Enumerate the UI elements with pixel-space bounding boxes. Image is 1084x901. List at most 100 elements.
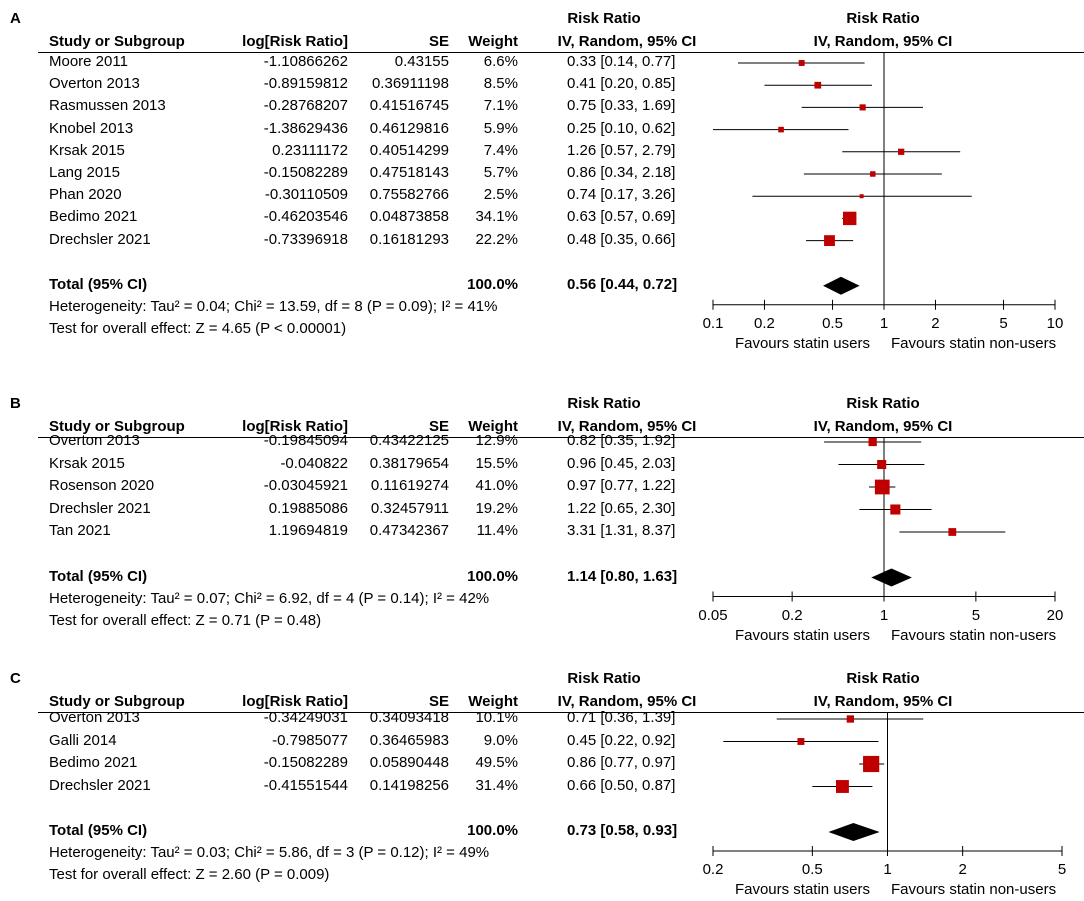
study-logrr: -0.46203546 [263, 208, 348, 226]
panel-c: C Risk Ratio Risk Ratio Study or Subgroup lo… [0, 660, 1084, 898]
x-tick-label: 0.2 [702, 861, 724, 878]
study-marker [877, 459, 887, 470]
study-rr-ci: 0.33 [0.14, 0.77] [567, 53, 676, 70]
study-rr-ci: 0.97 [0.77, 1.22] [567, 477, 676, 494]
overall-effect-text: Test for overall effect: Z = 0.71 (P = 0… [49, 611, 322, 629]
study-logrr: -0.30110509 [264, 186, 348, 204]
rr-method: IV, Random, 95% CI [557, 33, 697, 50]
total-label: Total (95% CI) [49, 822, 148, 839]
header-weight: Weight [468, 33, 518, 50]
study-logrr: 1.19694819 [268, 522, 348, 539]
study-marker [868, 437, 877, 447]
study-weight: 5.7% [483, 164, 518, 181]
study-logrr: -0.19845094 [263, 432, 348, 449]
study-name: Bedimo 2021 [49, 208, 138, 226]
study-weight: 49.5% [475, 754, 518, 771]
favours-right-label: Favours statin non-users [891, 626, 1057, 644]
header-logrr: log[Risk Ratio] [242, 33, 348, 50]
study-logrr: 0.19885086 [268, 499, 348, 517]
rr-method: IV, Random, 95% CI [557, 693, 697, 710]
total-rr-ci: 1.14 [0.80, 1.63] [567, 567, 678, 585]
plot-method: IV, Random, 95% CI [813, 418, 953, 435]
x-tick-label: 1 [879, 314, 889, 332]
header-study: Study or Subgroup [49, 418, 185, 435]
study-weight: 9.0% [483, 731, 518, 749]
study-rr-ci: 0.63 [0.57, 0.69] [567, 208, 676, 226]
study-name: Bedimo 2021 [49, 754, 138, 771]
x-tick-label: 0.05 [698, 606, 728, 624]
plot-title: Risk Ratio [846, 10, 920, 27]
study-rr-ci: 0.75 [0.33, 1.69] [567, 97, 676, 115]
study-se: 0.38179654 [369, 454, 449, 472]
header-se: SE [428, 33, 449, 50]
panel-label: A [10, 10, 21, 27]
rr-method: IV, Random, 95% CI [557, 418, 697, 435]
heterogeneity-text: Heterogeneity: Tau² = 0.03; Chi² = 5.86,… [49, 844, 490, 861]
study-marker [846, 715, 855, 723]
study-marker [859, 194, 864, 199]
plot-method: IV, Random, 95% CI [813, 33, 953, 50]
study-marker [797, 738, 805, 745]
study-se: 0.75582766 [369, 186, 449, 204]
panel-a: A Risk Ratio Risk Ratio Study or Subgroup lo… [0, 0, 1084, 385]
study-marker [948, 528, 957, 536]
x-tick-label: 10 [1046, 314, 1064, 332]
study-marker [778, 126, 784, 133]
study-marker [863, 755, 880, 773]
study-marker [859, 104, 866, 111]
study-weight: 34.1% [475, 208, 518, 226]
header-logrr: log[Risk Ratio] [242, 418, 348, 435]
favours-left-label: Favours statin users [734, 881, 870, 898]
study-marker [798, 60, 805, 66]
forest-plot-svg [712, 53, 1056, 310]
study-se: 0.05890448 [369, 754, 449, 771]
header-weight: Weight [468, 418, 518, 435]
header-logrr: log[Risk Ratio] [242, 693, 348, 710]
study-name: Drechsler 2021 [49, 776, 151, 794]
study-se: 0.47342367 [369, 522, 449, 539]
header-study: Study or Subgroup [49, 693, 185, 710]
study-rr-ci: 0.74 [0.17, 3.26] [567, 186, 676, 204]
study-rr-ci: 3.31 [1.31, 8.37] [567, 522, 676, 539]
study-name: Moore 2011 [49, 53, 128, 70]
study-marker [890, 504, 901, 515]
study-rr-ci: 0.82 [0.35, 1.92] [567, 432, 676, 449]
study-se: 0.34093418 [369, 709, 449, 726]
plot-title: Risk Ratio [846, 670, 920, 687]
study-logrr: -0.03045921 [263, 477, 348, 494]
study-marker [874, 479, 890, 495]
study-marker [836, 780, 849, 793]
header-rule [38, 712, 1084, 713]
study-rr-ci: 0.96 [0.45, 2.03] [567, 454, 676, 472]
study-rr-ci: 0.48 [0.35, 0.66] [567, 230, 676, 248]
forest-plot-svg [712, 437, 1056, 602]
study-rr-ci: 0.71 [0.36, 1.39] [567, 709, 676, 726]
study-name: Krsak 2015 [49, 141, 125, 159]
header-weight: Weight [468, 693, 518, 710]
x-tick-label: 1 [883, 861, 892, 878]
total-label: Total (95% CI) [49, 567, 148, 585]
study-logrr: -0.7985077 [272, 731, 348, 749]
heterogeneity-text: Heterogeneity: Tau² = 0.04; Chi² = 13.59… [49, 297, 498, 315]
study-rr-ci: 0.25 [0.10, 0.62] [567, 119, 676, 137]
overall-effect-text: Test for overall effect: Z = 4.65 (P < 0… [49, 319, 347, 337]
study-logrr: -0.73396918 [263, 230, 348, 248]
favours-left-label: Favours statin users [734, 334, 870, 352]
study-name: Phan 2020 [49, 186, 122, 204]
x-tick-label: 5 [971, 606, 981, 624]
panel-label: B [10, 395, 21, 412]
rr-title: Risk Ratio [567, 670, 641, 687]
favours-left-label: Favours statin users [734, 626, 870, 644]
study-se: 0.16181293 [369, 230, 449, 248]
study-se: 0.46129816 [369, 119, 449, 137]
study-logrr: -1.10866262 [263, 53, 348, 70]
total-weight: 100.0% [467, 275, 518, 293]
header-rule [38, 52, 1084, 53]
study-weight: 7.1% [483, 97, 518, 115]
study-logrr: 0.23111172 [272, 141, 348, 159]
study-weight: 31.4% [475, 776, 518, 794]
study-logrr: -0.28768207 [263, 97, 348, 115]
total-diamond [823, 276, 860, 295]
study-rr-ci: 0.45 [0.22, 0.92] [567, 731, 676, 749]
study-marker [870, 171, 876, 177]
